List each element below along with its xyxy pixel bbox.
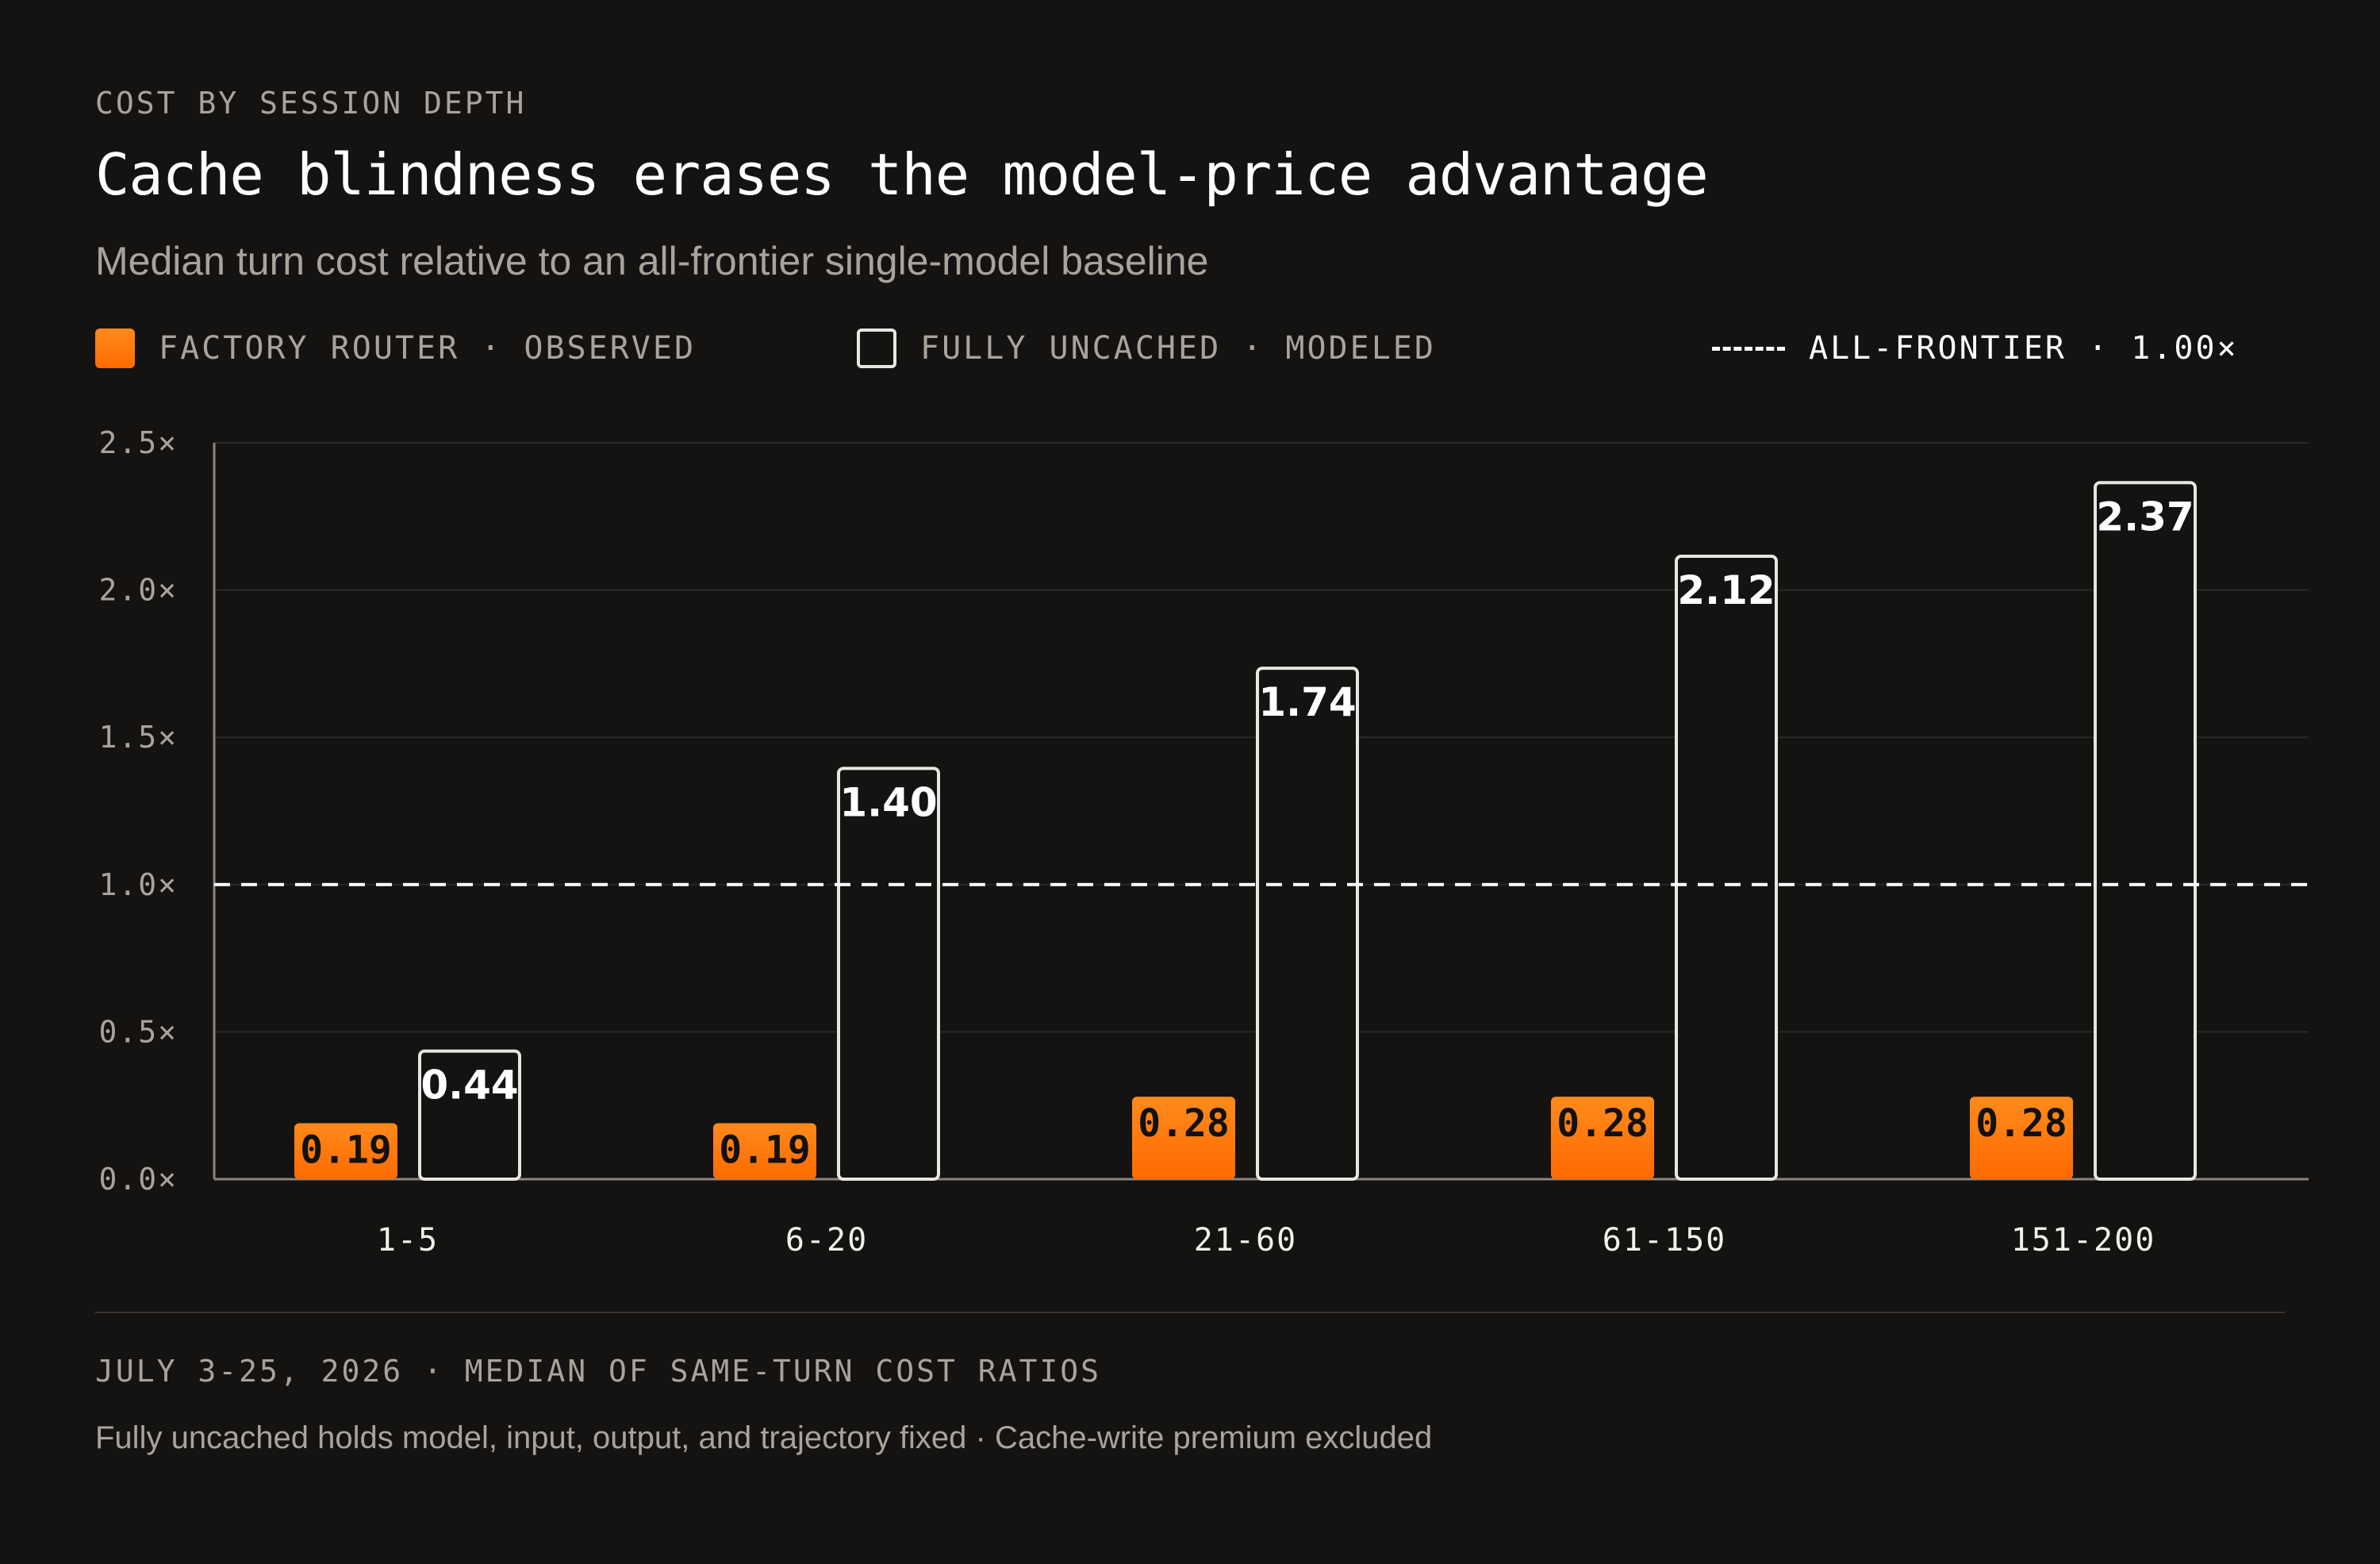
chart-eyebrow: COST BY SESSION DEPTH [95,86,527,121]
y-tick-label: 0.0× [98,1162,178,1197]
x-tick-label: 6-20 [785,1222,868,1259]
data-label-modeled: 1.40 [839,779,937,825]
chart-subtitle: Median turn cost relative to an all-fron… [95,239,1209,283]
bar-modeled [418,1049,521,1181]
y-tick-label: 1.5× [98,720,178,755]
bar-observed [713,1123,816,1179]
bar-modeled [1256,667,1359,1181]
footer-divider [95,1312,2285,1313]
bar-observed [1970,1097,2073,1179]
x-tick-label: 1-5 [377,1222,439,1259]
y-tick-label: 2.0× [98,573,178,608]
legend-observed: FACTORY ROUTER · OBSERVED [95,327,696,370]
bar-observed [1551,1097,1654,1179]
bar-modeled [1675,555,1778,1181]
data-label-observed: 0.19 [719,1128,811,1172]
legend-modeled: FULLY UNCACHED · MODELED [857,327,1436,370]
x-tick-label: 151-200 [2011,1222,2156,1259]
legend-modeled-label: FULLY UNCACHED · MODELED [920,330,1436,367]
legend-baseline-dash [1712,346,1785,351]
data-label-modeled: 0.44 [420,1063,518,1109]
legend-modeled-swatch [857,329,896,368]
x-tick-label: 61-150 [1603,1222,1727,1259]
footer-date-range: JULY 3-25, 2026 · MEDIAN OF SAME-TURN CO… [95,1354,1102,1389]
legend-baseline: ALL-FRONTIER · 1.00× [1712,327,2239,370]
bar-observed [294,1123,397,1179]
data-label-observed: 0.28 [1557,1101,1649,1146]
bar-modeled [2094,481,2197,1181]
y-tick-label: 1.0× [98,867,178,902]
data-label-observed: 0.28 [1138,1101,1230,1146]
data-label-observed: 0.19 [300,1128,392,1172]
data-label-modeled: 2.37 [2096,494,2194,540]
legend-observed-swatch [95,329,135,368]
chart-title: Cache blindness erases the model-price a… [95,141,1709,208]
labels: 0.0× 0.5× 1.0× 1.5× 2.0× 2.5× 0.19 0.44 1-5 0.19 1… [98,425,2194,1259]
legend-observed-label: FACTORY ROUTER · OBSERVED [159,330,697,367]
y-tick-label: 0.5× [98,1014,178,1049]
footer-note: Fully uncached holds model, input, outpu… [95,1420,1433,1455]
data-label-modeled: 1.74 [1258,679,1356,725]
x-tick-label: 21-60 [1194,1222,1297,1259]
bar-modeled [837,767,940,1181]
legend-baseline-label: ALL-FRONTIER · 1.00× [1809,330,2239,367]
bars [294,481,2197,1181]
bar-observed [1132,1097,1235,1179]
data-label-modeled: 2.12 [1677,567,1775,613]
y-tick-label: 2.5× [98,425,178,460]
data-label-observed: 0.28 [1975,1101,2067,1146]
